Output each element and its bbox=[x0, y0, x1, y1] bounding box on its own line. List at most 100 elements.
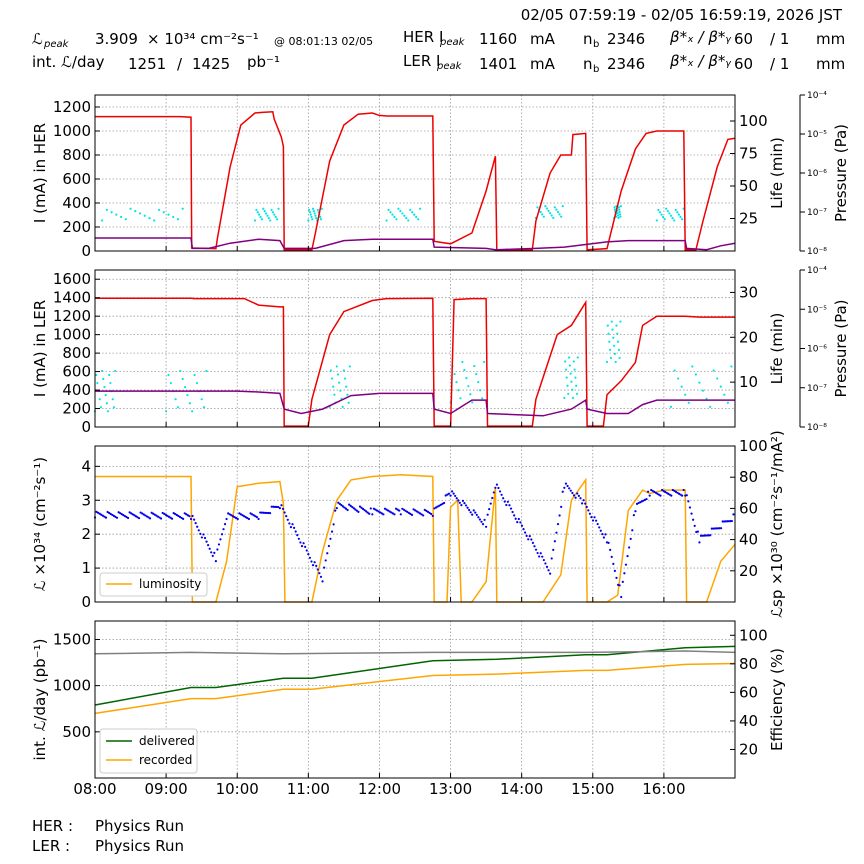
her-nb: 2346 bbox=[607, 30, 645, 48]
pressure-point bbox=[259, 215, 262, 219]
pressure-tick-label: 10⁻⁴ bbox=[807, 91, 827, 101]
current-line bbox=[95, 111, 736, 251]
pressure-point bbox=[335, 365, 338, 368]
specific-point bbox=[560, 505, 563, 508]
pressure-point bbox=[112, 406, 116, 409]
pressure-point bbox=[330, 377, 334, 380]
her-unit: mA bbox=[530, 30, 556, 48]
specific-point bbox=[341, 505, 345, 508]
pressure-point bbox=[608, 340, 611, 343]
pressure-point bbox=[183, 385, 187, 389]
pressure-point bbox=[319, 215, 322, 219]
pressure-point bbox=[104, 394, 107, 397]
specific-point bbox=[158, 516, 161, 519]
specific-point bbox=[569, 489, 572, 492]
specific-point bbox=[715, 527, 718, 530]
pressure-point bbox=[96, 381, 99, 385]
pressure-point bbox=[401, 212, 404, 215]
pressure-point bbox=[266, 214, 269, 217]
pressure-point bbox=[616, 214, 620, 217]
y-tick-label: 800 bbox=[62, 146, 91, 164]
pressure-point bbox=[338, 381, 341, 384]
pressure-point bbox=[119, 215, 123, 219]
specific-point bbox=[494, 486, 497, 489]
specific-point bbox=[511, 510, 514, 514]
specific-point bbox=[441, 502, 444, 505]
specific-point bbox=[117, 511, 120, 514]
intl-delivered: 1251 bbox=[128, 55, 166, 73]
lpeak-time: @ 08:01:13 02/05 bbox=[274, 35, 373, 48]
pressure-point bbox=[255, 208, 258, 212]
specific-point bbox=[699, 534, 703, 537]
specific-point bbox=[172, 512, 175, 515]
pressure-point bbox=[663, 218, 666, 221]
specific-point bbox=[464, 504, 468, 507]
pressure-point bbox=[205, 369, 208, 373]
specific-point bbox=[572, 494, 576, 497]
footer-her-status: Physics Run bbox=[95, 817, 184, 835]
pressure-point bbox=[332, 385, 335, 388]
pressure-point bbox=[165, 410, 168, 413]
specific-point bbox=[422, 514, 425, 517]
specific-point bbox=[618, 584, 621, 587]
specific-point bbox=[519, 521, 522, 524]
pressure-point bbox=[314, 214, 317, 217]
current-line bbox=[95, 297, 735, 427]
specific-point bbox=[115, 516, 119, 519]
lpeak-unit: × 10³⁴ cm⁻²s⁻¹ bbox=[147, 30, 259, 48]
pressure-point bbox=[716, 377, 719, 380]
lpeak-label: ℒ bbox=[32, 30, 43, 48]
specific-point bbox=[387, 509, 390, 512]
specific-point bbox=[227, 512, 230, 515]
y-tick-label: 1600 bbox=[53, 270, 91, 288]
pressure-point bbox=[655, 219, 658, 222]
pressure-point bbox=[181, 377, 184, 381]
pressure-point bbox=[618, 213, 622, 216]
specific-point bbox=[497, 486, 500, 490]
specific-point bbox=[516, 521, 519, 524]
specific-point bbox=[502, 497, 505, 500]
specific-point bbox=[300, 545, 304, 548]
pressure-point bbox=[669, 214, 673, 217]
specific-point bbox=[533, 545, 536, 548]
specific-point bbox=[251, 513, 254, 516]
pressure-point bbox=[200, 398, 203, 401]
y-tick-label: 500 bbox=[62, 723, 91, 741]
her-beta-label: β*ₓ / β*ᵧ bbox=[669, 28, 731, 46]
specific-point bbox=[277, 505, 280, 509]
specific-point bbox=[721, 520, 724, 523]
specific-point bbox=[153, 513, 156, 516]
specific-point bbox=[412, 508, 415, 511]
pressure-point bbox=[397, 207, 400, 210]
specific-point bbox=[98, 512, 101, 515]
pressure-point bbox=[315, 217, 318, 220]
pressure-point bbox=[673, 219, 676, 222]
specific-point bbox=[568, 487, 571, 490]
specific-point bbox=[545, 565, 549, 568]
specific-point bbox=[270, 505, 273, 508]
pressure-point bbox=[311, 207, 315, 210]
specific-point bbox=[480, 520, 483, 523]
pressure-point bbox=[570, 380, 573, 383]
y2-tick-label: 30 bbox=[739, 283, 758, 301]
pressure-point bbox=[618, 356, 621, 360]
pressure-point bbox=[564, 360, 567, 363]
pressure-point bbox=[547, 209, 550, 212]
specific-point bbox=[525, 534, 528, 538]
pressure-point bbox=[262, 207, 265, 210]
pressure-point bbox=[153, 219, 156, 222]
intl-slash: / bbox=[177, 55, 183, 73]
specific-point bbox=[385, 508, 388, 511]
pressure-point bbox=[419, 207, 422, 210]
specific-point bbox=[304, 545, 307, 548]
specific-point bbox=[313, 561, 316, 564]
pressure-tick-label: 10⁻⁶ bbox=[807, 345, 827, 355]
pressure-point bbox=[698, 381, 701, 384]
specific-point bbox=[310, 560, 313, 563]
specific-point bbox=[455, 497, 458, 500]
x-tick-label: 08:00 bbox=[73, 780, 116, 798]
pressure-point bbox=[260, 218, 264, 221]
y2-tick-label: 60 bbox=[739, 499, 758, 517]
pressure-point bbox=[186, 394, 189, 397]
